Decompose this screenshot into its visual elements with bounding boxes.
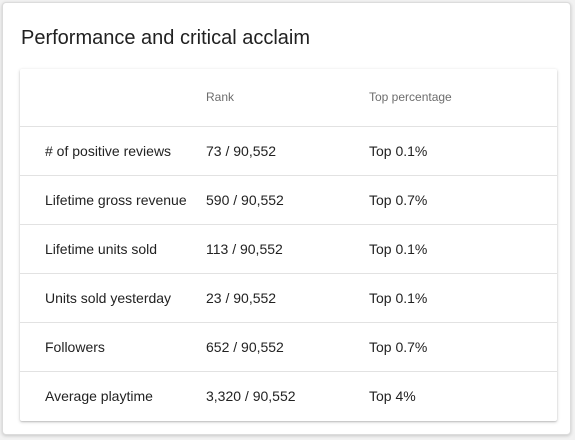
column-header-top-percentage: Top percentage	[369, 69, 557, 127]
table-row: Lifetime gross revenue 590 / 90,552 Top …	[20, 175, 557, 225]
metric-label: Lifetime gross revenue	[20, 175, 206, 225]
table-row: Units sold yesterday 23 / 90,552 Top 0.1…	[20, 273, 557, 323]
top-percentage-value: Top 0.7%	[369, 322, 557, 372]
column-header-metric	[20, 69, 206, 127]
top-percentage-value: Top 0.1%	[369, 126, 557, 176]
top-percentage-value: Top 0.1%	[369, 273, 557, 323]
ranking-table-panel: Rank Top percentage # of positive review…	[20, 69, 557, 421]
card-title: Performance and critical acclaim	[21, 27, 310, 49]
top-percentage-value: Top 4%	[369, 387, 416, 404]
table-row: Lifetime units sold 113 / 90,552 Top 0.1…	[20, 224, 557, 274]
top-percentage-value: Top 0.1%	[369, 224, 557, 274]
rank-value: 113 / 90,552	[206, 224, 369, 274]
table-row: Average playtime 3,320 / 90,552 Top 4%	[20, 371, 557, 420]
table-row: # of positive reviews 73 / 90,552 Top 0.…	[20, 126, 557, 176]
top-percentage-value: Top 0.7%	[369, 175, 557, 225]
table-header-row: Rank Top percentage	[20, 69, 557, 127]
metric-label: Lifetime units sold	[20, 224, 206, 274]
rank-value: 3,320 / 90,552	[206, 387, 296, 404]
metric-label: Average playtime	[45, 387, 153, 404]
rank-value: 652 / 90,552	[206, 322, 369, 372]
rank-value: 73 / 90,552	[206, 126, 369, 176]
rank-value: 590 / 90,552	[206, 175, 369, 225]
metric-label: Followers	[20, 322, 206, 372]
column-header-rank: Rank	[206, 69, 369, 127]
table-row: Followers 652 / 90,552 Top 0.7%	[20, 322, 557, 372]
metric-label: # of positive reviews	[20, 126, 206, 176]
metric-label: Units sold yesterday	[20, 273, 206, 323]
rank-value: 23 / 90,552	[206, 273, 369, 323]
ranking-table: Rank Top percentage # of positive review…	[20, 69, 557, 420]
performance-card: Performance and critical acclaim Rank To…	[2, 2, 571, 435]
